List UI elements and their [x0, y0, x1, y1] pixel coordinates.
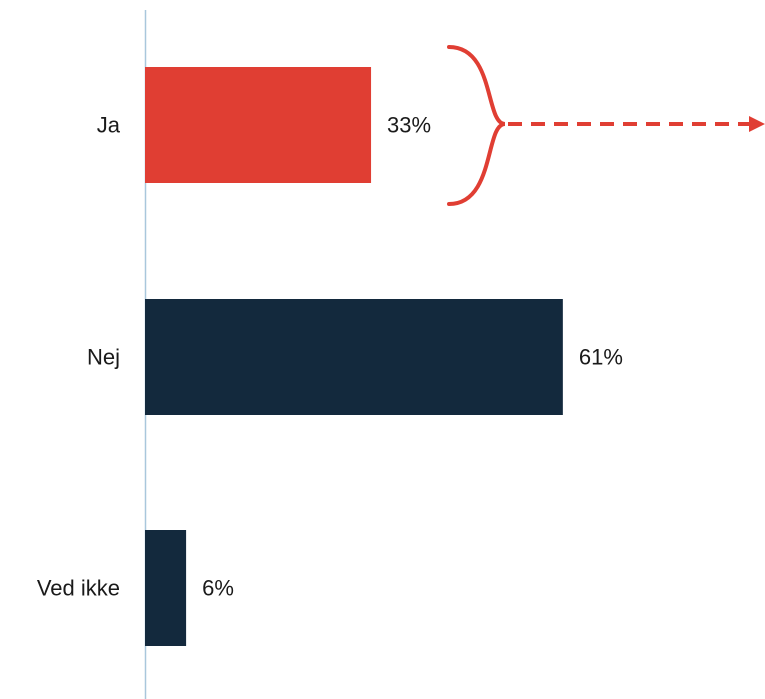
bar-nej [145, 299, 563, 415]
category-label: Ja [97, 113, 121, 138]
bars-group [145, 67, 563, 646]
brace-annotation [447, 45, 506, 206]
value-labels-group: 33% 61% 6% [202, 113, 623, 601]
highlight-annotation [447, 45, 765, 206]
value-label: 61% [579, 345, 623, 370]
category-labels-group: Ja Nej Ved ikke [37, 113, 121, 601]
bar-ved-ikke [145, 530, 187, 646]
category-label: Nej [87, 345, 120, 370]
bar-ja [145, 67, 372, 183]
arrow-head-icon [749, 116, 765, 132]
value-label: 33% [387, 113, 431, 138]
value-label: 6% [202, 576, 234, 601]
category-label: Ved ikke [37, 576, 120, 601]
